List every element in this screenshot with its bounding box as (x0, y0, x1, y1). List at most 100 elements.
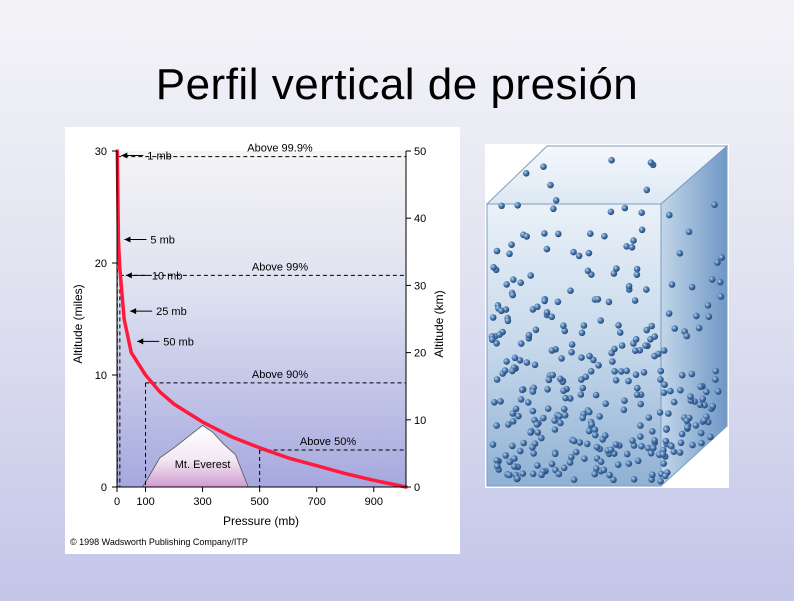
molecule (519, 470, 527, 477)
molecule (678, 430, 686, 438)
molecule (665, 310, 673, 317)
molecule (560, 322, 567, 329)
curve-point-9 (229, 435, 233, 438)
slide-title: Perfil vertical de presión (155, 60, 639, 109)
molecule (611, 368, 618, 375)
molecule (551, 426, 559, 433)
molecule (540, 163, 547, 170)
molecule (498, 307, 505, 315)
y-tick-label-right-10: 10 (414, 415, 426, 427)
molecule (514, 475, 521, 482)
molecule (665, 410, 672, 417)
molecule (543, 309, 551, 316)
molecule (601, 432, 609, 439)
molecule (676, 250, 684, 257)
x-axis-label: Pressure (mb) (223, 514, 299, 528)
molecule (698, 439, 705, 447)
curve-point-5 (144, 373, 147, 377)
molecule (705, 313, 713, 320)
molecule (506, 250, 513, 258)
pressure-label-2: 10 mb (152, 270, 183, 282)
molecule (523, 359, 531, 366)
molecule (531, 361, 539, 369)
molecule (581, 455, 588, 463)
y-tick-label-left-10: 10 (95, 370, 107, 382)
curve-point-14 (372, 478, 376, 482)
molecule (558, 355, 565, 362)
molecule (628, 244, 636, 251)
molecule (511, 354, 519, 362)
molecule (618, 368, 625, 375)
molecule (493, 247, 501, 255)
molecule (585, 249, 593, 257)
mountain-shape (141, 424, 249, 488)
molecule (671, 325, 678, 332)
molecule (697, 429, 705, 437)
molecule (544, 405, 552, 413)
molecule (637, 400, 644, 408)
molecule (712, 367, 719, 375)
callout-arrow-3 (130, 308, 137, 315)
molecule (534, 303, 541, 311)
molecule (629, 437, 636, 445)
molecule (570, 248, 577, 256)
molecule (647, 159, 655, 166)
molecule (660, 347, 668, 354)
molecule (509, 410, 517, 417)
molecule (661, 381, 668, 388)
molecule (625, 282, 633, 290)
molecule (584, 440, 591, 448)
molecule (538, 434, 545, 442)
molecule (640, 369, 648, 376)
molecule (572, 448, 580, 456)
molecule (504, 317, 512, 325)
y-tick-label-right-20: 20 (414, 348, 426, 360)
molecule (517, 447, 524, 455)
molecule (568, 341, 576, 348)
curve-point-10 (258, 446, 262, 450)
molecule (643, 286, 650, 293)
molecule (515, 412, 522, 420)
molecule (529, 470, 537, 478)
molecule (493, 422, 500, 429)
molecule (566, 459, 574, 466)
molecule (520, 439, 527, 447)
molecule (592, 431, 599, 439)
molecule (649, 428, 656, 435)
molecule (549, 371, 556, 379)
molecule (576, 439, 584, 446)
molecule (656, 409, 664, 416)
molecule (668, 442, 675, 450)
molecule (541, 230, 548, 237)
molecule (593, 465, 600, 472)
molecule (662, 437, 670, 445)
y-tick-label-right-40: 40 (414, 213, 426, 225)
molecule (540, 414, 547, 422)
callout-arrow-1 (124, 236, 131, 243)
molecule (517, 279, 524, 286)
y-tick-label-left-0: 0 (101, 482, 107, 494)
molecule (534, 462, 541, 469)
molecule (666, 211, 673, 219)
molecule (493, 462, 501, 470)
x-tick-label-700: 700 (308, 496, 326, 508)
molecule (541, 297, 548, 305)
molecule (527, 429, 534, 436)
x-tick-label-900: 900 (365, 496, 383, 508)
molecule (594, 296, 602, 303)
molecule (643, 326, 650, 334)
molecule (529, 444, 536, 451)
molecule (645, 414, 653, 421)
molecule (488, 336, 496, 343)
molecule (678, 371, 686, 379)
molecule (638, 442, 645, 450)
molecule (632, 371, 640, 378)
molecule (670, 398, 678, 406)
molecule (588, 421, 595, 428)
molecule (621, 204, 629, 212)
molecule (511, 463, 518, 470)
molecule (509, 418, 517, 425)
molecule (607, 446, 615, 454)
pressure-label-3: 25 mb (156, 306, 187, 318)
